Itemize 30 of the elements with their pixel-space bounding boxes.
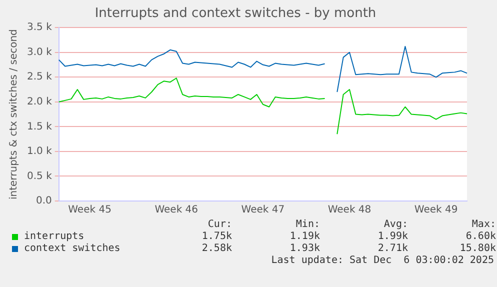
text: 15.80k: [458, 243, 496, 255]
chart-title: Interrupts and context switches - by month: [94, 6, 376, 22]
text: Cur:: [206, 219, 232, 231]
y-tick-label: 0.5 k: [27, 170, 52, 182]
text: 6.60k: [464, 231, 496, 243]
text: Last update: Sat Dec 6 03:00:02 2025: [270, 255, 494, 267]
x-tick-label: Week 45: [68, 204, 112, 216]
y-axis-title: interrupts & ctx switches / second: [8, 29, 20, 200]
text: Max:: [470, 219, 496, 231]
legend-label: interrupts: [24, 231, 84, 243]
y-tick-label: 1.0 k: [27, 146, 52, 158]
text: 2.58k: [200, 243, 232, 255]
text: 2.71k: [376, 243, 408, 255]
legend-label: context switches: [24, 243, 120, 255]
y-tick-label: 2.0 k: [27, 96, 52, 108]
text: 1.99k: [376, 231, 408, 243]
x-tick-label: Week 47: [241, 204, 285, 216]
y-tick-label: 1.5 k: [27, 121, 52, 132]
y-tick-label: 2.5 k: [27, 72, 52, 83]
y-tick-label: 3.0 k: [27, 46, 52, 58]
y-tick-label: 3.5 k: [27, 22, 52, 34]
x-tick-label: Week 46: [154, 204, 198, 216]
text: Min:: [294, 219, 320, 231]
x-tick-label: Week 49: [414, 204, 458, 216]
text: Avg:: [382, 219, 408, 231]
x-tick-label: Week 48: [328, 204, 372, 216]
text: 1.19k: [288, 231, 320, 243]
text: 1.93k: [288, 243, 320, 255]
text: 1.75k: [200, 231, 232, 243]
y-tick-label: 0.0: [36, 196, 52, 207]
